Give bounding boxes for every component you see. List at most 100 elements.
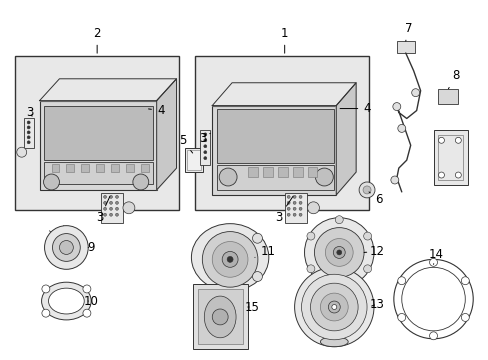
Circle shape — [52, 234, 80, 261]
Circle shape — [42, 309, 50, 317]
Circle shape — [203, 133, 206, 136]
Circle shape — [44, 226, 88, 269]
Circle shape — [411, 89, 419, 96]
Circle shape — [333, 247, 345, 258]
Bar — [96, 164, 104, 172]
Circle shape — [392, 103, 400, 111]
Circle shape — [252, 233, 262, 243]
Circle shape — [314, 228, 364, 277]
Bar — [51, 164, 60, 172]
Circle shape — [325, 239, 352, 266]
Bar — [81, 164, 89, 172]
Circle shape — [363, 232, 371, 240]
Circle shape — [460, 314, 468, 321]
Circle shape — [428, 332, 437, 340]
Circle shape — [454, 137, 460, 143]
Ellipse shape — [204, 296, 236, 338]
Circle shape — [115, 201, 118, 204]
Circle shape — [27, 126, 30, 129]
Circle shape — [335, 216, 343, 224]
Text: 2: 2 — [93, 27, 101, 53]
Circle shape — [122, 202, 135, 214]
Bar — [111, 164, 119, 172]
Circle shape — [454, 172, 460, 178]
Polygon shape — [336, 83, 355, 195]
Circle shape — [327, 301, 340, 313]
Circle shape — [438, 172, 444, 178]
Circle shape — [83, 285, 91, 293]
Text: 8: 8 — [447, 69, 459, 89]
Bar — [66, 164, 74, 172]
Bar — [24, 118, 34, 148]
Circle shape — [390, 176, 398, 184]
Bar — [217, 109, 334, 163]
Text: 1: 1 — [281, 27, 288, 53]
Circle shape — [109, 207, 112, 210]
Text: 9: 9 — [87, 241, 95, 254]
Circle shape — [306, 232, 314, 240]
Text: 6: 6 — [368, 192, 382, 206]
Circle shape — [304, 218, 373, 287]
Circle shape — [27, 121, 30, 124]
Circle shape — [299, 207, 302, 210]
Text: 7: 7 — [404, 22, 412, 41]
Circle shape — [292, 201, 296, 204]
Text: 15: 15 — [244, 301, 259, 314]
Text: 12: 12 — [364, 245, 384, 258]
Circle shape — [460, 277, 468, 285]
Circle shape — [212, 309, 228, 325]
Circle shape — [336, 250, 341, 255]
Circle shape — [115, 213, 118, 216]
Circle shape — [226, 256, 233, 262]
Circle shape — [292, 207, 296, 210]
Circle shape — [363, 265, 371, 273]
Circle shape — [292, 213, 296, 216]
Circle shape — [17, 147, 27, 157]
Circle shape — [42, 285, 50, 293]
Bar — [43, 162, 152, 184]
Circle shape — [331, 305, 336, 310]
Circle shape — [401, 267, 464, 331]
Circle shape — [428, 258, 437, 266]
Circle shape — [109, 201, 112, 204]
Circle shape — [103, 201, 106, 204]
Circle shape — [301, 274, 366, 340]
Circle shape — [335, 281, 343, 289]
Circle shape — [294, 267, 373, 347]
Circle shape — [27, 136, 30, 139]
Circle shape — [115, 195, 118, 198]
Bar — [185, 148, 203, 172]
Circle shape — [219, 168, 237, 186]
Bar — [263, 167, 272, 177]
Circle shape — [133, 174, 148, 190]
Bar — [195, 56, 368, 210]
Text: 3: 3 — [96, 197, 110, 224]
Circle shape — [103, 213, 106, 216]
Bar — [284, 193, 306, 223]
Polygon shape — [212, 83, 355, 105]
Circle shape — [438, 137, 444, 143]
Bar — [141, 164, 148, 172]
Text: 11: 11 — [254, 245, 275, 258]
Ellipse shape — [41, 282, 91, 320]
Circle shape — [109, 195, 112, 198]
Bar — [438, 89, 457, 104]
Circle shape — [203, 145, 206, 148]
Text: 4: 4 — [148, 104, 164, 117]
Bar — [307, 167, 317, 177]
Bar — [396, 41, 414, 53]
Circle shape — [286, 207, 289, 210]
Circle shape — [83, 309, 91, 317]
Circle shape — [292, 195, 296, 198]
Text: 14: 14 — [428, 248, 443, 264]
Bar — [43, 105, 152, 160]
Polygon shape — [156, 79, 176, 190]
Circle shape — [203, 139, 206, 142]
Text: 4: 4 — [339, 102, 370, 115]
Circle shape — [203, 157, 206, 159]
Text: 10: 10 — [83, 294, 99, 307]
Circle shape — [299, 195, 302, 198]
Circle shape — [212, 242, 247, 277]
Bar — [187, 150, 201, 170]
Bar — [15, 56, 178, 210]
